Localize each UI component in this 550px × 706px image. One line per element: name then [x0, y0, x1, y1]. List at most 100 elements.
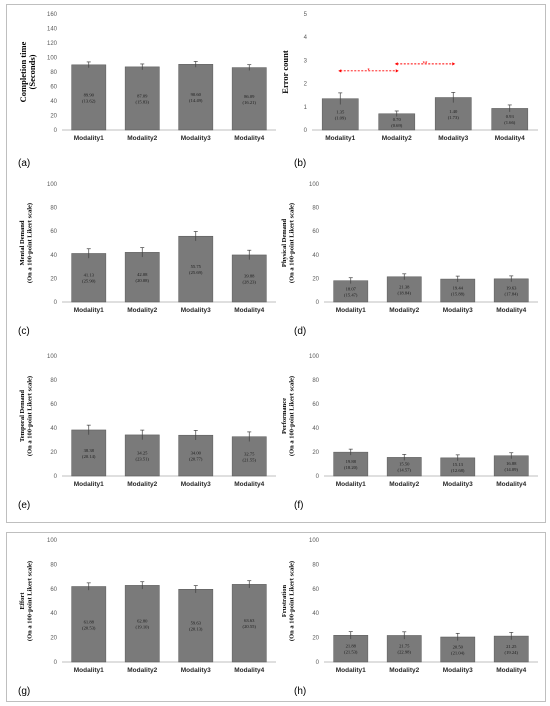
y-axis-label-line: Mental Demand — [19, 220, 26, 265]
category-label: Modality1 — [74, 135, 104, 142]
category-label: Modality3 — [181, 481, 211, 488]
bar-data-label: 15.13 — [453, 462, 464, 467]
bar-data-label: 61.88 — [84, 619, 95, 624]
panel-label-f: (f) — [294, 500, 304, 511]
y-tick-label: 80 — [312, 562, 319, 568]
significance-label: ** — [423, 61, 428, 67]
bar-data-label: (14.57) — [398, 468, 412, 473]
chart-svg-b: 0 1 2 3 4 5 Error count 1.35(1.09) Modality1 0.70… — [280, 12, 538, 142]
panel-label-g: (g) — [18, 686, 31, 697]
bar-data-label: 90.60 — [191, 92, 202, 97]
category-label: Modality3 — [181, 307, 211, 314]
bar — [178, 434, 214, 477]
bar-data-label: 87.09 — [137, 93, 148, 98]
y-tick-label: 20 — [50, 276, 57, 282]
bar-data-label: (12.68) — [451, 468, 465, 473]
bar-data-label: (15.47) — [344, 292, 358, 297]
bar — [386, 635, 422, 663]
category-label: Modality1 — [74, 481, 104, 488]
bar-data-label: (20.08) — [136, 278, 150, 283]
y-tick-label: 20 — [50, 636, 57, 642]
y-tick-label: 60 — [312, 587, 319, 593]
bar-data-label: (20.13) — [189, 627, 203, 632]
y-tick-label: 140 — [47, 27, 58, 33]
bar-data-label: (14.09) — [505, 467, 519, 472]
bar-data-label: 62.80 — [137, 619, 148, 624]
y-axis-label-line: (On a 100-point Likert scale) — [27, 203, 34, 283]
bar-data-label: (15.88) — [451, 292, 465, 297]
bar-data-label: (17.84) — [505, 291, 519, 296]
y-axis-label: Frustration(On a 100-point Likert scale) — [281, 561, 296, 641]
category-label: Modality3 — [181, 667, 211, 674]
category-label: Modality3 — [181, 135, 211, 142]
bar-data-label: 89.90 — [84, 92, 95, 97]
category-label: Modality2 — [382, 135, 412, 142]
y-tick-label: 160 — [47, 12, 58, 18]
panel-label-h: (h) — [294, 686, 307, 697]
y-tick-label: 120 — [47, 41, 58, 47]
panel-label-b: (b) — [294, 158, 307, 169]
bar-data-label: (25.69) — [189, 270, 203, 275]
chart-panel-g: 0 20 40 60 80 100 Effort(On a 100-point Likert… — [14, 534, 284, 699]
bar-data-label: 21.75 — [399, 644, 410, 649]
y-tick-label: 20 — [312, 276, 319, 282]
bar-data-label: 34.25 — [137, 450, 148, 455]
bar — [124, 66, 160, 131]
category-label: Modality1 — [325, 135, 355, 142]
significance-arrow-right — [452, 62, 456, 66]
bar-data-label: (25.90) — [82, 279, 96, 284]
category-label: Modality2 — [127, 307, 157, 314]
y-axis-label: Completion time(Seconds) — [18, 41, 37, 102]
y-axis-label-line: Completion time — [18, 41, 28, 102]
y-tick-label: 40 — [312, 253, 319, 259]
y-tick-label: 0 — [304, 128, 308, 134]
y-axis-label: Temporal Demand(On a 100-point Likert sc… — [19, 376, 34, 456]
bar-data-label: 1.35 — [336, 109, 345, 114]
bar-data-label: 38.38 — [84, 448, 95, 453]
bar-data-label: (20.53) — [82, 625, 96, 630]
category-label: Modality4 — [234, 307, 264, 314]
y-axis-label: Error count — [280, 50, 290, 94]
chart-panel-e: 0 20 40 60 80 100 Temporal Demand(On a 100-poi… — [14, 350, 284, 515]
category-label: Modality4 — [234, 481, 264, 488]
y-tick-label: 40 — [312, 611, 319, 617]
bar-data-label: 21.25 — [506, 644, 517, 649]
y-tick-label: 20 — [312, 450, 319, 456]
bar — [434, 97, 472, 131]
chart-svg-d: 0 20 40 60 80 100 Physical Demand(On a 100-poi… — [281, 182, 538, 314]
chart-panel-a: 0 20 40 60 80 100 120 140 160 Completion time(Sec… — [14, 8, 284, 173]
bar-data-label: (1.66) — [504, 120, 516, 125]
bar — [493, 635, 529, 663]
y-tick-label: 40 — [50, 426, 57, 432]
y-axis-label-line: Physical Demand — [281, 219, 288, 268]
figure-frame-bottom — [6, 532, 546, 702]
y-tick-label: 20 — [312, 636, 319, 642]
bar-data-label: 18.07 — [346, 286, 357, 291]
y-axis-label-line: Error count — [280, 50, 290, 94]
y-axis-label-line: Temporal Demand — [19, 390, 26, 442]
category-label: Modality4 — [496, 667, 526, 674]
bar-data-label: 19.88 — [346, 459, 357, 464]
bar-data-label: 63.63 — [244, 618, 255, 623]
y-tick-label: 40 — [50, 611, 57, 617]
chart-svg-a: 0 20 40 60 80 100 120 140 160 Completion time(Sec… — [18, 12, 276, 142]
category-label: Modality1 — [74, 667, 104, 674]
bar-data-label: (1.73) — [448, 115, 460, 120]
bar-data-label: (19.24) — [505, 650, 519, 655]
y-tick-label: 20 — [50, 450, 57, 456]
bar-data-label: 0.70 — [393, 117, 402, 122]
y-tick-label: 0 — [316, 474, 320, 480]
bar — [124, 434, 160, 477]
chart-panel-f: 0 20 40 60 80 100 Performance(On a 100-point L… — [276, 350, 546, 515]
category-label: Modality3 — [443, 481, 473, 488]
bar-data-label: 86.09 — [244, 94, 255, 99]
bar-data-label: (20.77) — [189, 457, 203, 462]
y-axis-label-line: Performance — [281, 398, 288, 434]
bar-data-label: 32.75 — [244, 451, 255, 456]
y-tick-label: 40 — [312, 426, 319, 432]
bar-data-label: (14.49) — [189, 98, 203, 103]
y-tick-label: 80 — [50, 70, 57, 76]
y-tick-label: 0 — [54, 660, 58, 666]
y-axis-label: Physical Demand(On a 100-point Likert sc… — [281, 203, 296, 283]
bar — [178, 235, 214, 303]
